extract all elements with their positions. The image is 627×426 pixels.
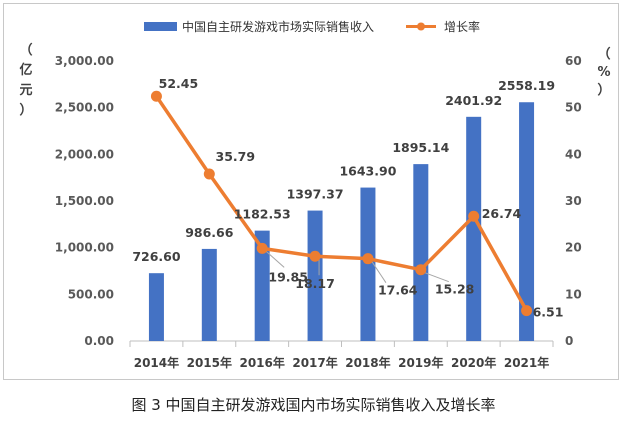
revenue-value-label: 726.60 xyxy=(132,249,181,264)
growth-line xyxy=(150,90,533,317)
revenue-value-label: 1895.14 xyxy=(392,140,449,155)
revenue-bar xyxy=(201,248,217,341)
left-tick-label: 2,500.00 xyxy=(55,101,114,115)
left-axis-label-char: 元 xyxy=(19,83,32,98)
growth-marker xyxy=(203,168,215,180)
legend-marker-growth xyxy=(417,22,425,31)
revenue-value-label: 2558.19 xyxy=(498,78,555,93)
revenue-bar xyxy=(254,230,270,341)
revenue-bar xyxy=(360,187,376,341)
growth-marker xyxy=(415,264,427,276)
label-leader-line xyxy=(371,261,387,283)
x-tick-label: 2015年 xyxy=(187,355,232,370)
revenue-bar xyxy=(413,164,429,341)
left-axis-label-char: 亿 xyxy=(19,62,32,78)
left-tick-label: 500.00 xyxy=(68,287,114,301)
growth-value-label: 17.64 xyxy=(378,283,418,298)
revenue-value-label: 1397.37 xyxy=(287,187,344,202)
revenue-value-label: 986.66 xyxy=(185,225,234,240)
x-tick-label: 2020年 xyxy=(451,355,496,370)
left-axis-label-char: （ xyxy=(19,42,32,58)
growth-marker xyxy=(468,210,480,222)
leader-lines xyxy=(265,250,449,283)
chart-frame: 中国自主研发游戏市场实际销售收入 增长率 0.00 500.00 1,000.00 1,… xyxy=(3,3,619,380)
legend-label-growth: 增长率 xyxy=(444,19,480,34)
revenue-bar xyxy=(519,102,535,342)
left-tick-label: 2,000.00 xyxy=(55,147,114,161)
legend-label-revenue: 中国自主研发游戏市场实际销售收入 xyxy=(182,19,374,34)
revenue-value-label: 1182.53 xyxy=(234,207,291,222)
growth-value-label: 52.45 xyxy=(159,76,199,91)
left-axis-label-char: ） xyxy=(19,102,32,118)
revenue-bar xyxy=(307,210,323,341)
right-axis: 0 10 20 30 40 50 60 （% ） xyxy=(565,46,611,348)
left-tick-label: 1,500.00 xyxy=(55,194,114,208)
growth-value-label: 26.74 xyxy=(482,206,522,221)
x-tick-label: 2014年 xyxy=(134,355,179,370)
x-tick-label: 2016年 xyxy=(239,355,284,370)
left-axis: 0.00 500.00 1,000.00 1,500.00 2,000.00 2,500.… xyxy=(19,42,114,348)
legend-swatch-revenue xyxy=(144,22,177,31)
right-tick-label: 0 xyxy=(565,334,573,348)
growth-marker xyxy=(256,242,268,254)
growth-value-label: 15.28 xyxy=(435,282,475,297)
right-tick-label: 60 xyxy=(565,54,582,68)
label-leader-line xyxy=(265,250,285,268)
growth-marker xyxy=(150,90,162,102)
revenue-value-label: 1643.90 xyxy=(339,164,396,179)
chart: 中国自主研发游戏市场实际销售收入 增长率 0.00 500.00 1,000.00 1,… xyxy=(19,19,611,370)
left-tick-label: 3,000.00 xyxy=(55,54,114,68)
growth-value-label: 6.51 xyxy=(533,305,564,320)
x-axis: 2014年 2015年 2016年 2017年 2018年 2019年 2020年 2021年 xyxy=(129,340,554,370)
right-tick-label: 20 xyxy=(565,241,582,255)
growth-value-label: 18.17 xyxy=(295,276,335,291)
right-tick-label: 10 xyxy=(565,287,582,301)
left-tick-label: 1,000.00 xyxy=(55,241,114,255)
right-axis-label-char: % xyxy=(597,65,610,80)
right-axis-label-char: （ xyxy=(597,46,610,62)
legend: 中国自主研发游戏市场实际销售收入 增长率 xyxy=(144,19,480,34)
growth-polyline xyxy=(154,95,529,312)
right-tick-label: 50 xyxy=(565,101,582,115)
growth-value-label: 35.79 xyxy=(216,149,256,164)
x-tick-label: 2019年 xyxy=(398,355,443,370)
growth-marker xyxy=(309,250,321,262)
label-leader-line xyxy=(424,272,449,283)
x-tick-label: 2017年 xyxy=(292,355,337,370)
right-axis-label-char: ） xyxy=(597,82,610,98)
right-tick-label: 30 xyxy=(565,194,582,208)
revenue-value-label: 2401.92 xyxy=(445,93,502,108)
figure-caption: 图 3 中国自主研发游戏国内市场实际销售收入及增长率 xyxy=(131,396,496,414)
growth-value-label: 19.85 xyxy=(268,269,308,284)
right-tick-label: 40 xyxy=(565,147,582,161)
x-tick-label: 2021年 xyxy=(504,355,549,370)
bars xyxy=(148,102,535,342)
revenue-bar xyxy=(466,116,482,341)
growth-marker xyxy=(521,305,533,317)
revenue-bar xyxy=(148,273,164,341)
x-tick-label: 2018年 xyxy=(345,355,390,370)
growth-marker xyxy=(362,253,374,265)
left-tick-label: 0.00 xyxy=(84,334,114,348)
